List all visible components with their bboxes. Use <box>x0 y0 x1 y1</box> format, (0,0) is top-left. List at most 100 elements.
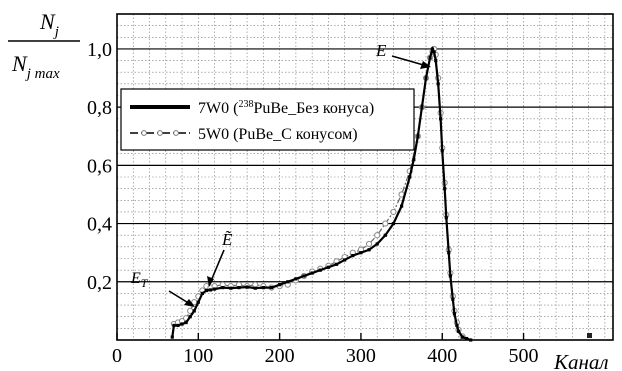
series-7w0-point <box>180 322 184 326</box>
series-7w0-point <box>443 187 447 191</box>
series-7w0-point <box>469 338 473 342</box>
series-7w0-point <box>367 248 371 252</box>
annotation-e-tilde-arrowhead <box>207 276 214 287</box>
annotation-e-tilde-arrow <box>210 249 225 282</box>
annotations: E Ẽ ET <box>130 41 431 307</box>
series-7w0-point <box>416 134 420 138</box>
legend-label-5w0: 5W0 (PuBe_С конусом) <box>198 126 358 143</box>
series-7w0-point <box>460 335 465 339</box>
series-7w0-point <box>447 251 451 255</box>
x-axis-label: Канал <box>553 350 609 371</box>
series-7w0-point <box>184 320 188 325</box>
series-7w0-point <box>412 157 416 162</box>
series-7w0-point <box>212 287 217 291</box>
y-axis-label: Nj Nj max <box>8 9 80 82</box>
series-7w0-point <box>428 56 432 60</box>
legend-marker-5w0-b <box>157 130 163 136</box>
series-7w0-point <box>310 271 314 275</box>
series-7w0-point <box>424 76 428 80</box>
plot-frame <box>116 13 614 341</box>
series-5w0-point <box>374 232 381 239</box>
annotation-e-peak-arrow <box>391 55 428 67</box>
series-7w0-point <box>192 309 196 313</box>
y-tick-label: 0,8 <box>87 97 112 119</box>
series-7w0-line <box>171 46 472 342</box>
x-tick-label: 200 <box>265 345 295 367</box>
series-7w0-point <box>434 58 438 63</box>
series-7w0-point <box>261 286 265 290</box>
x-tick-label: 500 <box>509 345 539 367</box>
series-7w0-point <box>278 283 282 287</box>
annotation-e-tilde: Ẽ <box>221 230 233 249</box>
series-7w0-point <box>253 286 257 290</box>
series-7w0-point <box>343 258 347 262</box>
series-7w0-point <box>170 335 174 339</box>
series-7w0-point <box>172 323 176 328</box>
y-tick-label: 0,4 <box>87 214 112 236</box>
series-7w0-point <box>200 291 204 296</box>
x-tick-label: 300 <box>346 345 376 367</box>
series-7w0-point <box>204 288 209 293</box>
plot-border <box>116 13 614 341</box>
series-5w0-point <box>365 240 373 248</box>
series-7w0-point <box>208 288 213 292</box>
series-7w0-point <box>359 251 363 255</box>
grid <box>117 14 613 340</box>
series-7w0-point <box>436 82 440 86</box>
y-label-denominator: Nj max <box>11 51 60 82</box>
series-7w0-point <box>302 274 306 278</box>
annotation-e-peak: E <box>375 41 387 60</box>
series-7w0-point <box>439 117 443 121</box>
series-7w0-point <box>188 315 192 319</box>
legend-marker-5w0-a <box>141 130 147 136</box>
series-7w0-point <box>334 262 339 266</box>
series-7w0-point <box>430 47 435 51</box>
series-7w0-point <box>294 277 298 281</box>
series-7w0-point <box>221 286 225 290</box>
series-group <box>170 45 473 342</box>
x-tick-label: 100 <box>183 345 213 367</box>
series-7w0-point <box>245 285 249 289</box>
annotation-et: ET <box>130 270 149 290</box>
series-7w0-point <box>432 50 436 54</box>
series-7w0-point <box>440 149 444 153</box>
y-label-numerator: Nj <box>39 9 59 40</box>
series-7w0-point <box>383 233 387 237</box>
series-7w0-point <box>196 300 200 304</box>
series-7w0-point <box>391 221 396 226</box>
series-7w0-point <box>444 216 448 220</box>
series-7w0-point <box>269 286 274 290</box>
x-tick-label: 400 <box>427 345 457 367</box>
series-7w0-point <box>465 336 469 341</box>
series-7w0-point <box>455 323 459 328</box>
annotation-et-arrow <box>168 290 191 305</box>
series-7w0-point <box>286 280 290 284</box>
series-7w0-point <box>452 312 457 316</box>
series-7w0-point <box>420 105 424 109</box>
series-5w0-point <box>252 281 259 288</box>
series-7w0-point <box>351 253 355 258</box>
series-7w0-point <box>229 286 233 290</box>
series-7w0-point <box>456 329 461 333</box>
series-7w0-point <box>318 268 322 272</box>
series-7w0-point <box>176 323 180 328</box>
stray-data-point <box>587 333 592 338</box>
series-5w0-point <box>390 208 397 216</box>
series-7w0-point <box>448 274 452 278</box>
legend-label-7w0: 7W0 (238PuBe_Без конуса) <box>198 99 374 117</box>
series-7w0-point <box>399 204 404 208</box>
series-7w0-point <box>237 286 241 290</box>
x-tick-label: 0 <box>112 345 122 367</box>
series-5w0-point <box>382 220 389 227</box>
legend-box <box>120 88 415 151</box>
y-tick-label: 1,0 <box>87 39 112 61</box>
series-7w0-point <box>451 297 455 301</box>
series-7w0-point <box>375 242 379 246</box>
series-7w0-point <box>408 175 412 179</box>
annotation-et-arrowhead <box>184 299 195 307</box>
legend-marker-5w0-c <box>173 130 179 136</box>
y-tick-label: 0,2 <box>87 272 112 294</box>
series-7w0-point <box>326 265 331 269</box>
axes: 0 100 200 300 400 500 0,2 0,4 0,6 0,8 1,0 <box>87 39 539 367</box>
